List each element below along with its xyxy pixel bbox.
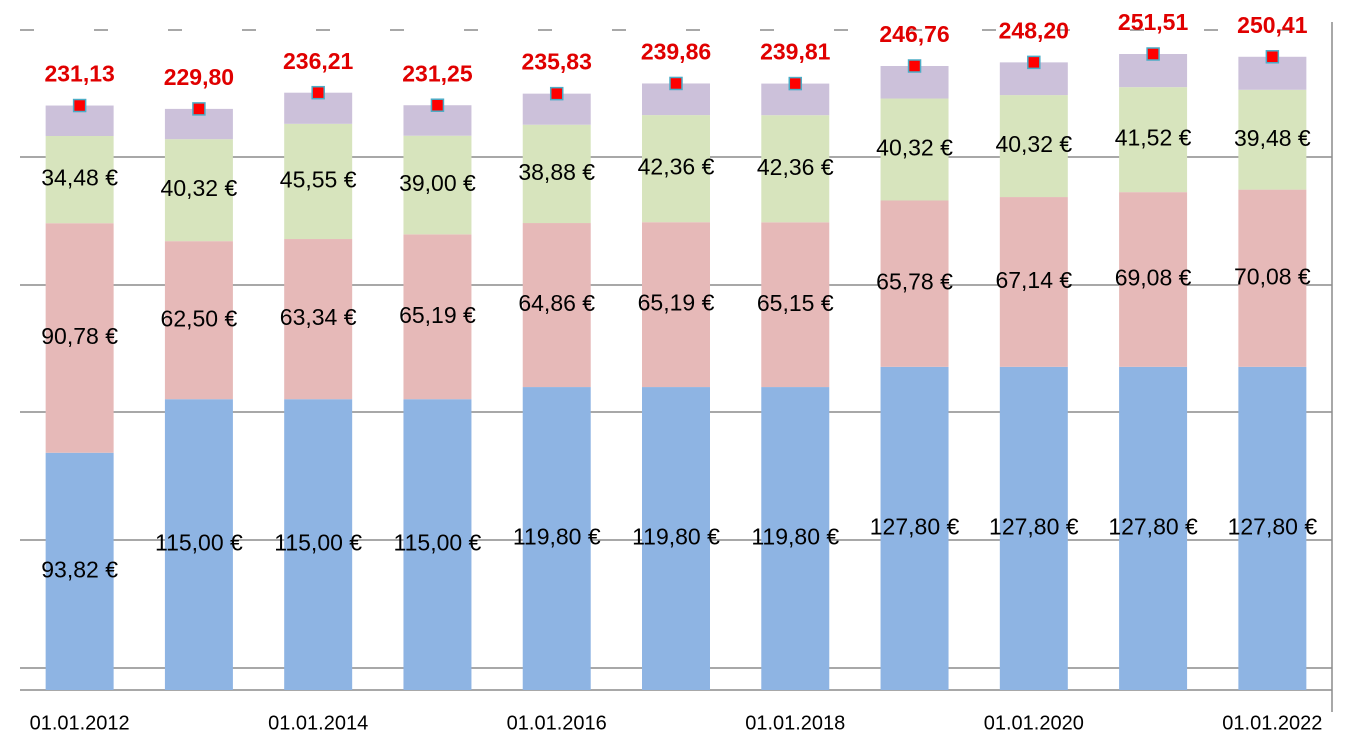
bar-segment	[642, 387, 710, 690]
bar-segment	[642, 222, 710, 388]
segment-label: 90,78 €	[41, 323, 118, 349]
bar-segment	[761, 387, 830, 690]
segment-label: 40,32 €	[876, 135, 953, 161]
segment-label: 115,00 €	[394, 530, 482, 556]
bar-segment	[164, 139, 233, 242]
bar-segment	[284, 239, 353, 400]
total-label: 236,21	[283, 48, 354, 74]
bar-segment	[642, 115, 710, 223]
total-marker	[192, 102, 206, 116]
x-tick-label: 01.01.2016	[507, 712, 607, 734]
bar-segment	[45, 223, 114, 453]
bar-segment	[1119, 192, 1188, 367]
segment-label: 45,55 €	[280, 167, 357, 193]
bar-segment	[880, 366, 949, 690]
segment-label: 65,15 €	[757, 290, 834, 316]
bar-segment	[761, 115, 830, 223]
bar-segment	[999, 95, 1068, 198]
total-label: 246,76	[879, 21, 949, 47]
segment-label: 40,32 €	[161, 175, 238, 201]
total-marker	[549, 86, 564, 101]
total-label: 229,80	[164, 64, 234, 90]
total-marker	[72, 98, 87, 113]
segment-label: 93,82 €	[41, 556, 118, 582]
segment-label: 127,80 €	[1228, 513, 1318, 539]
segment-label: 64,86 €	[518, 290, 595, 316]
segment-label: 119,80 €	[513, 524, 601, 550]
total-label: 231,25	[402, 60, 473, 86]
segment-label: 115,00 €	[155, 530, 243, 556]
bar-segment	[45, 452, 114, 690]
bar-segment	[403, 399, 472, 690]
segment-label: 119,80 €	[632, 524, 720, 550]
bar-segment	[880, 200, 949, 367]
total-label: 248,20	[999, 17, 1069, 43]
total-label: 239,81	[760, 39, 831, 65]
x-tick-label: 01.01.2022	[1222, 712, 1322, 734]
segment-label: 65,19 €	[399, 302, 476, 328]
x-tick-label: 01.01.2020	[984, 712, 1084, 734]
bar-segment	[1119, 366, 1188, 690]
total-label: 251,51	[1118, 9, 1189, 35]
total-marker	[1027, 55, 1041, 70]
total-label: 250,41	[1237, 12, 1308, 38]
bar-segment	[999, 366, 1068, 690]
bar-segment	[1119, 87, 1188, 193]
bar-segment	[284, 123, 353, 240]
segment-label: 115,00 €	[274, 530, 362, 556]
segment-label: 42,36 €	[757, 154, 834, 180]
total-label: 231,13	[44, 61, 114, 87]
segment-label: 63,34 €	[280, 304, 357, 330]
bar-segment	[522, 387, 591, 690]
total-label: 235,83	[522, 49, 592, 75]
bar-segment	[284, 399, 353, 690]
bar-segment	[164, 399, 233, 690]
bar-segment	[880, 98, 949, 201]
total-marker	[907, 59, 922, 73]
bar-segment	[761, 222, 830, 388]
bar-segment	[1238, 366, 1307, 690]
segment-label: 38,88 €	[518, 159, 595, 185]
segment-label: 67,14 €	[995, 267, 1072, 293]
x-tick-label: 01.01.2012	[30, 712, 130, 734]
x-tick-label: 01.01.2018	[745, 712, 845, 734]
total-marker	[1146, 47, 1160, 61]
bar-segment	[522, 124, 591, 224]
segment-label: 119,80 €	[751, 524, 839, 550]
bar-segment	[164, 241, 233, 400]
segment-label: 40,32 €	[995, 131, 1072, 157]
total-marker	[311, 85, 325, 100]
segment-label: 70,08 €	[1234, 263, 1311, 289]
total-marker	[788, 76, 803, 91]
total-marker	[1265, 50, 1280, 64]
bar-segment	[999, 197, 1068, 367]
segment-label: 39,00 €	[399, 170, 476, 196]
total-label: 239,86	[641, 39, 711, 65]
bar-segment	[1238, 189, 1307, 367]
segment-label: 34,48 €	[41, 165, 118, 191]
bar-segment	[1238, 89, 1307, 190]
x-tick-label: 01.01.2014	[268, 712, 368, 734]
segment-label: 41,52 €	[1115, 125, 1192, 151]
segment-label: 69,08 €	[1115, 265, 1192, 291]
segment-label: 127,80 €	[870, 513, 960, 539]
segment-label: 65,19 €	[638, 290, 715, 316]
segment-label: 62,50 €	[161, 305, 238, 331]
segment-label: 65,78 €	[876, 269, 953, 295]
bar-segment	[403, 234, 472, 400]
bar-segment	[522, 223, 591, 388]
segment-label: 127,80 €	[1108, 513, 1198, 539]
bar-segment	[45, 136, 114, 224]
bar-segment	[403, 135, 472, 235]
segment-label: 39,48 €	[1234, 125, 1311, 151]
segment-label: 127,80 €	[989, 513, 1079, 539]
total-marker	[669, 76, 683, 91]
total-marker	[430, 98, 445, 112]
segment-label: 42,36 €	[638, 154, 715, 180]
